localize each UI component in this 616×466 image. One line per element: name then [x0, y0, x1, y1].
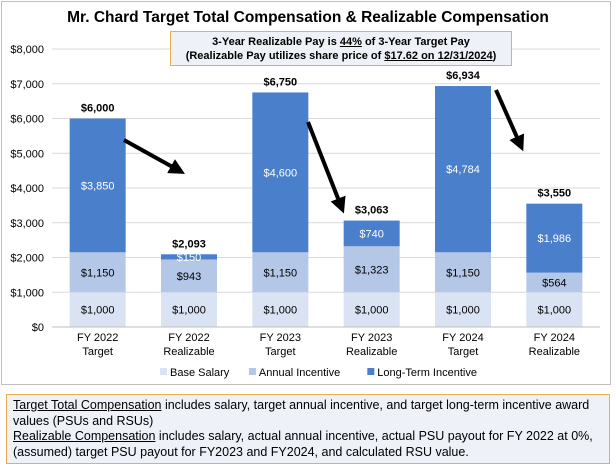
data-label: $1,150 [264, 267, 298, 279]
bar-segment-base-salary [343, 292, 400, 327]
chart-title: Mr. Chard Target Total Compensation & Re… [67, 9, 549, 26]
y-tick-label: $1,000 [10, 287, 44, 299]
y-tick-label: $2,000 [10, 253, 44, 265]
data-label: $1,323 [355, 264, 389, 276]
y-tick-label: $0 [32, 322, 44, 334]
data-label: $740 [359, 228, 383, 240]
data-label: $1,000 [81, 305, 115, 317]
total-label: $6,750 [264, 76, 298, 88]
callout-share-price: $17.62 on 12/31/2024 [384, 50, 493, 62]
data-label: $3,850 [81, 180, 115, 192]
data-label: $943 [177, 271, 201, 283]
x-tick-label: FY 2022 [168, 332, 209, 344]
bar-segment-annual-incentive [161, 259, 217, 293]
x-tick-label: Realizable [346, 346, 397, 358]
total-label: $3,550 [538, 188, 572, 200]
data-label: $1,000 [538, 305, 572, 317]
x-tick-label: Realizable [163, 346, 214, 358]
bar-segment-base-salary [252, 292, 309, 327]
callout-percent: 44% [339, 36, 362, 48]
bar-segment-long-term-incentive [161, 254, 217, 260]
bar-segment-long-term-incentive [69, 118, 126, 253]
legend-label: Annual Incentive [259, 367, 340, 379]
data-label: $4,600 [264, 167, 298, 179]
bar-segment-base-salary [435, 292, 491, 327]
data-label: $4,784 [446, 164, 480, 176]
bar-segment-base-salary [161, 292, 217, 327]
bar-segment-base-salary [69, 292, 126, 327]
footnote-text-realizable: includes salary, actual annual incentive… [13, 429, 593, 459]
bar-segment-annual-incentive [526, 272, 583, 293]
realizable-pay-callout: 3-Year Realizable Pay is 44% of 3-Year T… [170, 31, 512, 66]
bar-segment-annual-incentive [69, 252, 126, 293]
callout-text: ) [492, 50, 497, 62]
y-tick-label: $3,000 [10, 218, 44, 230]
bar-segment-annual-incentive [252, 252, 309, 293]
y-tick-label: $8,000 [10, 44, 44, 56]
footnote-term-target: Target Total Compensation [13, 398, 162, 412]
x-tick-label: FY 2023 [260, 332, 301, 344]
footnote-box: Target Total Compensation includes salar… [6, 394, 610, 464]
total-label: $6,934 [446, 70, 481, 82]
legend-label: Long-Term Incentive [377, 367, 477, 379]
data-label: $1,150 [446, 267, 480, 279]
bar-segment-long-term-incentive [252, 92, 309, 253]
data-label: $150 [177, 252, 201, 264]
data-label: $1,000 [172, 305, 206, 317]
legend-swatch [248, 368, 256, 375]
data-label: $1,000 [446, 305, 480, 317]
y-tick-label: $7,000 [10, 79, 44, 91]
bar-segment-annual-incentive [435, 252, 491, 293]
total-label: $3,063 [355, 205, 389, 217]
bar-segment-long-term-incentive [343, 220, 400, 247]
plot-area: $0 $1,000 $2,000 $3,000 $4,000 $5,000 $6,000 $7… [10, 44, 600, 379]
decline-arrow-icon [123, 138, 185, 174]
decline-arrow-icon [306, 121, 346, 214]
bar-segment-long-term-incentive [526, 203, 583, 273]
chart-frame [1, 1, 611, 385]
callout-text: 3-Year Realizable Pay is [212, 36, 340, 48]
x-tick-label: Target [265, 346, 296, 358]
footnote-text-target: includes salary, target annual incentive… [13, 398, 590, 428]
data-label: $1,150 [81, 267, 115, 279]
bar-segment-base-salary [526, 292, 583, 327]
y-tick-label: $4,000 [10, 183, 44, 195]
data-label: $564 [542, 277, 566, 289]
decline-arrow-icon [494, 89, 525, 152]
bar-segment-long-term-incentive [435, 86, 491, 253]
legend-swatch [160, 368, 167, 375]
bar-segment-annual-incentive [343, 246, 400, 293]
legend-label: Base Salary [170, 367, 230, 379]
callout-text: of 3-Year Target Pay [361, 36, 470, 48]
data-label: $1,000 [264, 305, 298, 317]
x-tick-label: Target [82, 346, 113, 358]
x-tick-label: Realizable [529, 346, 580, 358]
data-label: $1,986 [538, 233, 572, 245]
x-tick-label: FY 2024 [442, 332, 483, 344]
x-tick-label: FY 2024 [534, 332, 575, 344]
y-tick-label: $5,000 [10, 148, 44, 160]
x-tick-label: Target [448, 346, 479, 358]
y-tick-label: $6,000 [10, 114, 44, 126]
data-label: $1,000 [355, 305, 389, 317]
footnote-term-realizable: Realizable Compensation [13, 429, 156, 443]
total-label: $2,093 [172, 238, 206, 250]
x-tick-label: FY 2023 [351, 332, 392, 344]
legend-swatch [367, 368, 375, 375]
total-label: $6,000 [81, 103, 115, 115]
callout-text: (Realizable Pay utilizes share price of [185, 50, 385, 62]
x-tick-label: FY 2022 [77, 332, 118, 344]
